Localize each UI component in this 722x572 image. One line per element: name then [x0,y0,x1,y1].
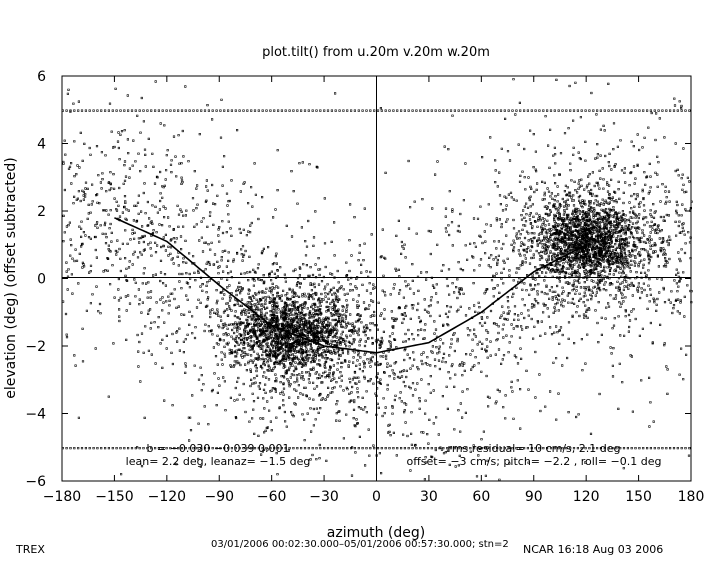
y-tick-label: 0 [37,272,46,288]
y-tick-label: −6 [25,474,46,490]
y-axis-label: elevation (deg) (offset subtracted) [3,157,19,399]
x-tick-label: −180 [43,489,81,505]
scatter-point-cloud [61,78,693,481]
y-tick-label: 2 [37,204,46,220]
x-tick-label: 150 [625,489,652,505]
footer-time-range: 03/01/2006 00:02:30.000–05/01/2006 00:57… [211,539,509,550]
y-axis-ticks: −6 −4 −2 0 2 4 6 [25,69,691,490]
x-tick-label: −60 [257,489,287,505]
x-tick-label: 90 [525,489,543,505]
x-tick-label: −90 [204,489,234,505]
x-tick-label: 30 [420,489,438,505]
fit-curve-layer [114,217,587,354]
annotation-lean: lean= 2.2 deg, leanaz= −1.5 deg [126,455,311,468]
scatter-points [61,78,693,481]
x-tick-label: −120 [148,489,186,505]
chart-title: plot.tilt() from u.20m v.20m w.20m [262,45,490,60]
x-tick-label: −30 [309,489,339,505]
annotation-rms-residual: rms residual= 10 cm/s, 2.1 deg [448,442,621,455]
y-tick-label: 6 [37,69,46,85]
y-tick-label: −4 [25,407,46,423]
footer-project: TREX [16,543,45,556]
x-axis-label: azimuth (deg) [327,525,425,541]
x-tick-label: −150 [95,489,133,505]
x-tick-label: 60 [472,489,490,505]
x-axis-ticks: −180 −150 −120 −90 −60 −30 0 30 60 90 120 150 180 [43,76,705,505]
footer-stamp: NCAR 16:18 Aug 03 2006 [523,543,664,556]
annotation-coefficients: b = −0.030 −0.039 0.001 [146,442,289,455]
x-tick-label: 0 [372,489,381,505]
y-tick-label: 4 [37,137,46,153]
x-tick-label: 120 [573,489,600,505]
x-tick-label: 180 [678,489,705,505]
fit-curve [114,217,587,354]
y-tick-label: −2 [25,339,46,355]
annotation-offset-pitch-roll: offset= −3 cm/s; pitch= −2.2 , roll= −0.… [406,455,661,468]
